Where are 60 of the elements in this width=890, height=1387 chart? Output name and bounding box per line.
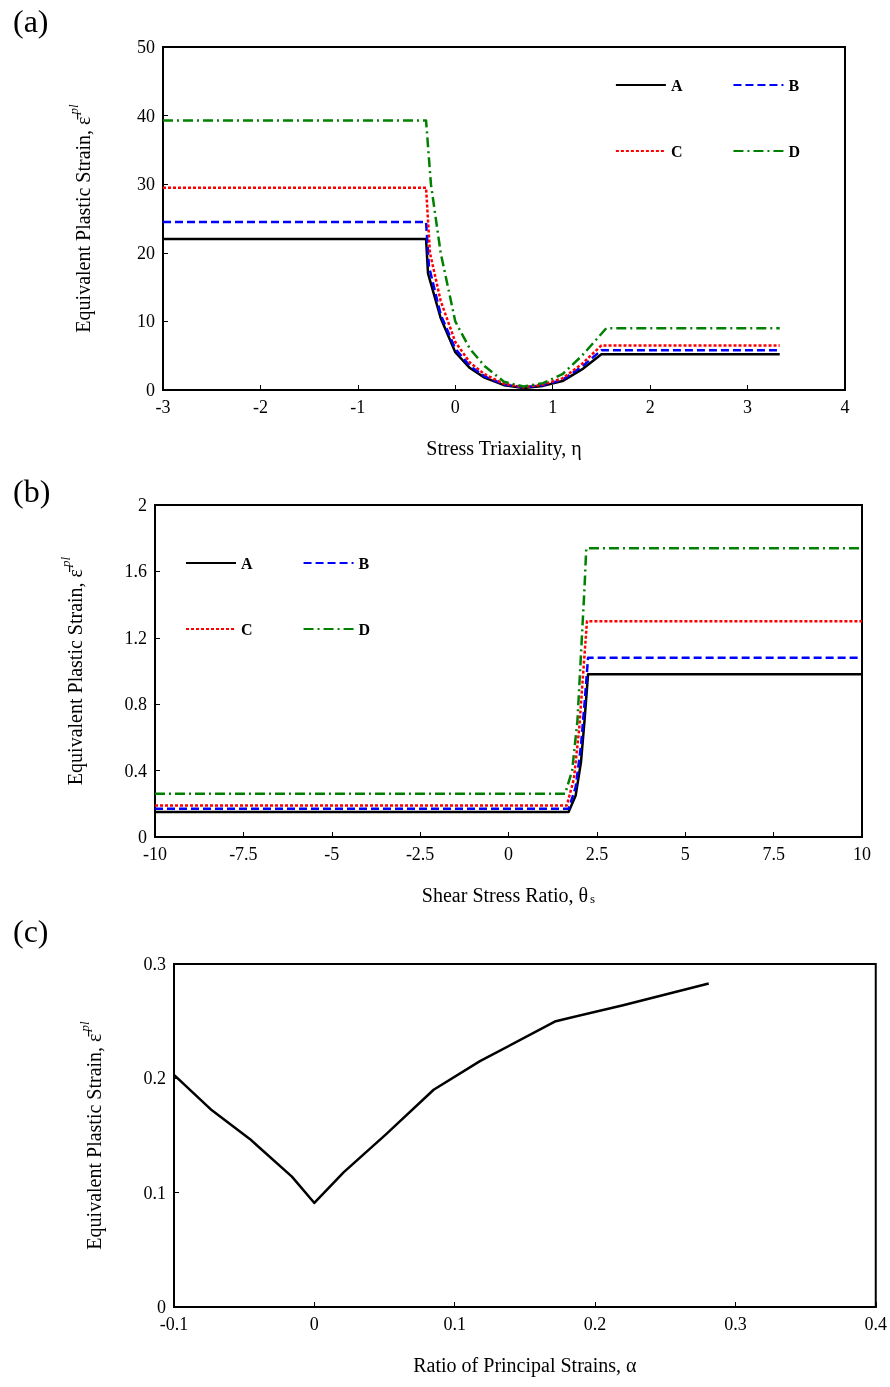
x-tick-label: 0 <box>504 844 513 864</box>
x-axis-title: Ratio of Principal Strains, α <box>413 1354 638 1377</box>
legend-label: A <box>670 76 683 94</box>
y-tick-label: 10 <box>137 311 155 332</box>
y-tick-label: 0.2 <box>143 1068 166 1089</box>
legend-label: A <box>241 554 253 572</box>
y-tick-label: 0.4 <box>124 760 147 781</box>
x-tick-label: 10 <box>853 844 871 864</box>
y-tick-label: 50 <box>137 37 155 57</box>
legend-label: B <box>788 76 800 94</box>
x-axis-title: Stress Triaxiality, η <box>426 437 582 460</box>
x-tick-label: 2.5 <box>585 844 609 864</box>
x-tick-label: 5 <box>680 844 690 864</box>
y-tick-label: 1.6 <box>124 561 147 582</box>
x-tick-label: -2 <box>252 397 268 417</box>
legend-label: C <box>241 620 253 638</box>
y-tick-label: 0.8 <box>124 694 147 715</box>
x-tick-label: -10 <box>143 844 167 864</box>
y-tick-label: 0 <box>146 380 155 400</box>
x-tick-label: -3 <box>155 397 171 417</box>
y-tick-label: 0 <box>157 1297 166 1317</box>
chart-title: (a) <box>13 3 49 39</box>
x-tick-label: 1 <box>548 397 558 417</box>
x-tick-label: 4 <box>840 397 850 417</box>
line-series <box>161 119 781 388</box>
x-tick-label: -7.5 <box>229 844 258 864</box>
y-tick-label: 0.3 <box>143 954 166 974</box>
y-tick-label: 0 <box>138 827 147 847</box>
x-tick-label: -2.5 <box>405 844 435 864</box>
legend-label: D <box>788 142 801 160</box>
line-series <box>161 186 781 389</box>
legend-label: C <box>670 142 683 160</box>
x-tick-label: 0.4 <box>864 1314 887 1334</box>
y-tick-label: 0.1 <box>143 1182 166 1203</box>
x-tick-label: 0 <box>309 1314 319 1334</box>
line-series <box>153 619 864 807</box>
x-tick-label: 0 <box>450 397 460 417</box>
x-tick-label: 0.3 <box>724 1314 747 1334</box>
legend-label: B <box>358 554 370 572</box>
y-tick-label: 40 <box>137 105 155 126</box>
y-axis-title: Equivalent Plastic Strain, ε̄pl <box>58 556 87 786</box>
x-tick-label: -5 <box>324 844 340 864</box>
y-tick-label: 30 <box>137 174 155 195</box>
x-axis-title: Shear Stress Ratio, θs <box>421 884 596 906</box>
y-axis-title: Equivalent Plastic Strain, ε̄pl <box>66 103 95 333</box>
chart-title: (c) <box>13 913 49 949</box>
line-series <box>172 982 710 1205</box>
x-tick-label: 0.1 <box>443 1314 466 1334</box>
x-tick-label: 0.2 <box>583 1314 607 1334</box>
x-tick-label: 2 <box>645 397 655 417</box>
y-axis-title: Equivalent Plastic Strain, ε̄pl <box>77 1020 106 1250</box>
y-tick-label: 20 <box>137 242 155 263</box>
chart-title: (b) <box>13 473 51 509</box>
x-tick-label: -0.1 <box>159 1314 189 1334</box>
x-tick-label: 3 <box>743 397 753 417</box>
y-tick-label: 1.2 <box>124 627 147 648</box>
x-tick-label: -1 <box>350 397 366 417</box>
x-tick-label: 7.5 <box>762 844 785 864</box>
legend-label: D <box>358 620 371 638</box>
y-tick-label: 2 <box>138 495 147 515</box>
